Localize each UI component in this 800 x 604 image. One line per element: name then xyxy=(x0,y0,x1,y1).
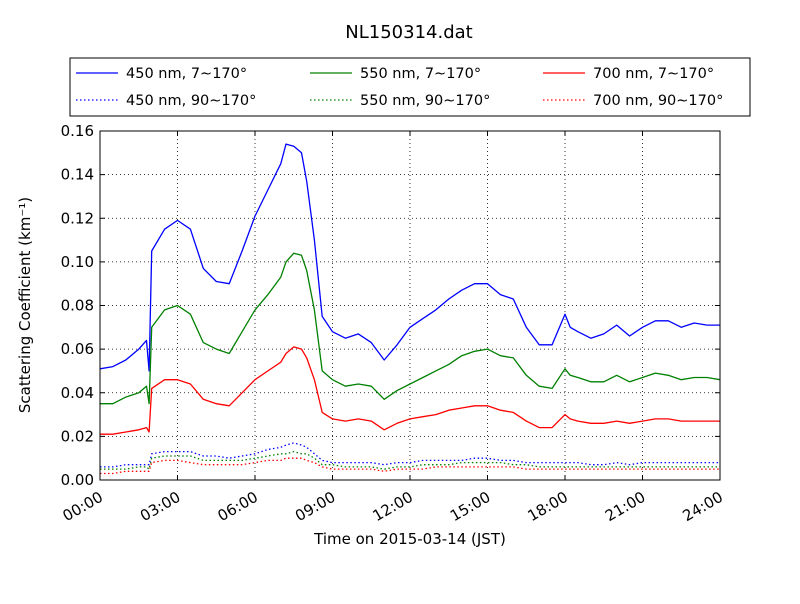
legend-label: 450 nm, 90∼170° xyxy=(126,93,256,109)
x-tick-label: 06:00 xyxy=(215,488,261,525)
legend: 450 nm, 7∼170° 450 nm, 90∼170° 550 nm, 7∼1… xyxy=(76,66,723,109)
x-axis-label: Time on 2015-03-14 (JST) xyxy=(313,530,506,548)
y-tick-label: 0.12 xyxy=(61,209,94,227)
x-tick-label: 15:00 xyxy=(447,488,493,525)
y-tick-label: 0.16 xyxy=(61,122,94,140)
legend-label: 550 nm, 90∼170° xyxy=(360,93,490,109)
y-tick-label: 0.02 xyxy=(61,427,94,445)
y-tick-label: 0.14 xyxy=(61,166,94,184)
grid xyxy=(100,131,720,480)
chart-title: NL150314.dat xyxy=(345,22,472,43)
y-tick-label: 0.10 xyxy=(61,253,94,271)
y-tick-label: 0.06 xyxy=(61,340,94,358)
series-line xyxy=(100,457,720,475)
x-tick-label: 21:00 xyxy=(602,488,648,525)
y-tick-label: 0.00 xyxy=(61,471,94,489)
plot-lines xyxy=(99,143,721,475)
y-tick-label: 0.08 xyxy=(61,297,94,315)
legend-label: 700 nm, 7∼170° xyxy=(593,66,714,82)
y-tick-label: 0.04 xyxy=(61,384,94,402)
legend-label: 700 nm, 90∼170° xyxy=(593,93,723,109)
legend-box xyxy=(69,57,751,117)
legend-label: 550 nm, 7∼170° xyxy=(360,66,481,82)
x-tick-label: 09:00 xyxy=(292,488,338,525)
series-line xyxy=(100,252,721,405)
y-axis-label: Scattering Coefficient (km⁻¹) xyxy=(16,197,34,413)
x-tick-label: 00:00 xyxy=(60,488,106,525)
series-line xyxy=(100,346,720,435)
legend-label: 450 nm, 7∼170° xyxy=(126,66,247,82)
x-tick-label: 12:00 xyxy=(370,488,416,525)
series-line xyxy=(100,450,720,470)
x-tick-label: 03:00 xyxy=(137,488,183,525)
x-tick-label: 18:00 xyxy=(525,488,571,525)
x-tick-label: 24:00 xyxy=(680,488,726,525)
series-line xyxy=(99,143,720,372)
